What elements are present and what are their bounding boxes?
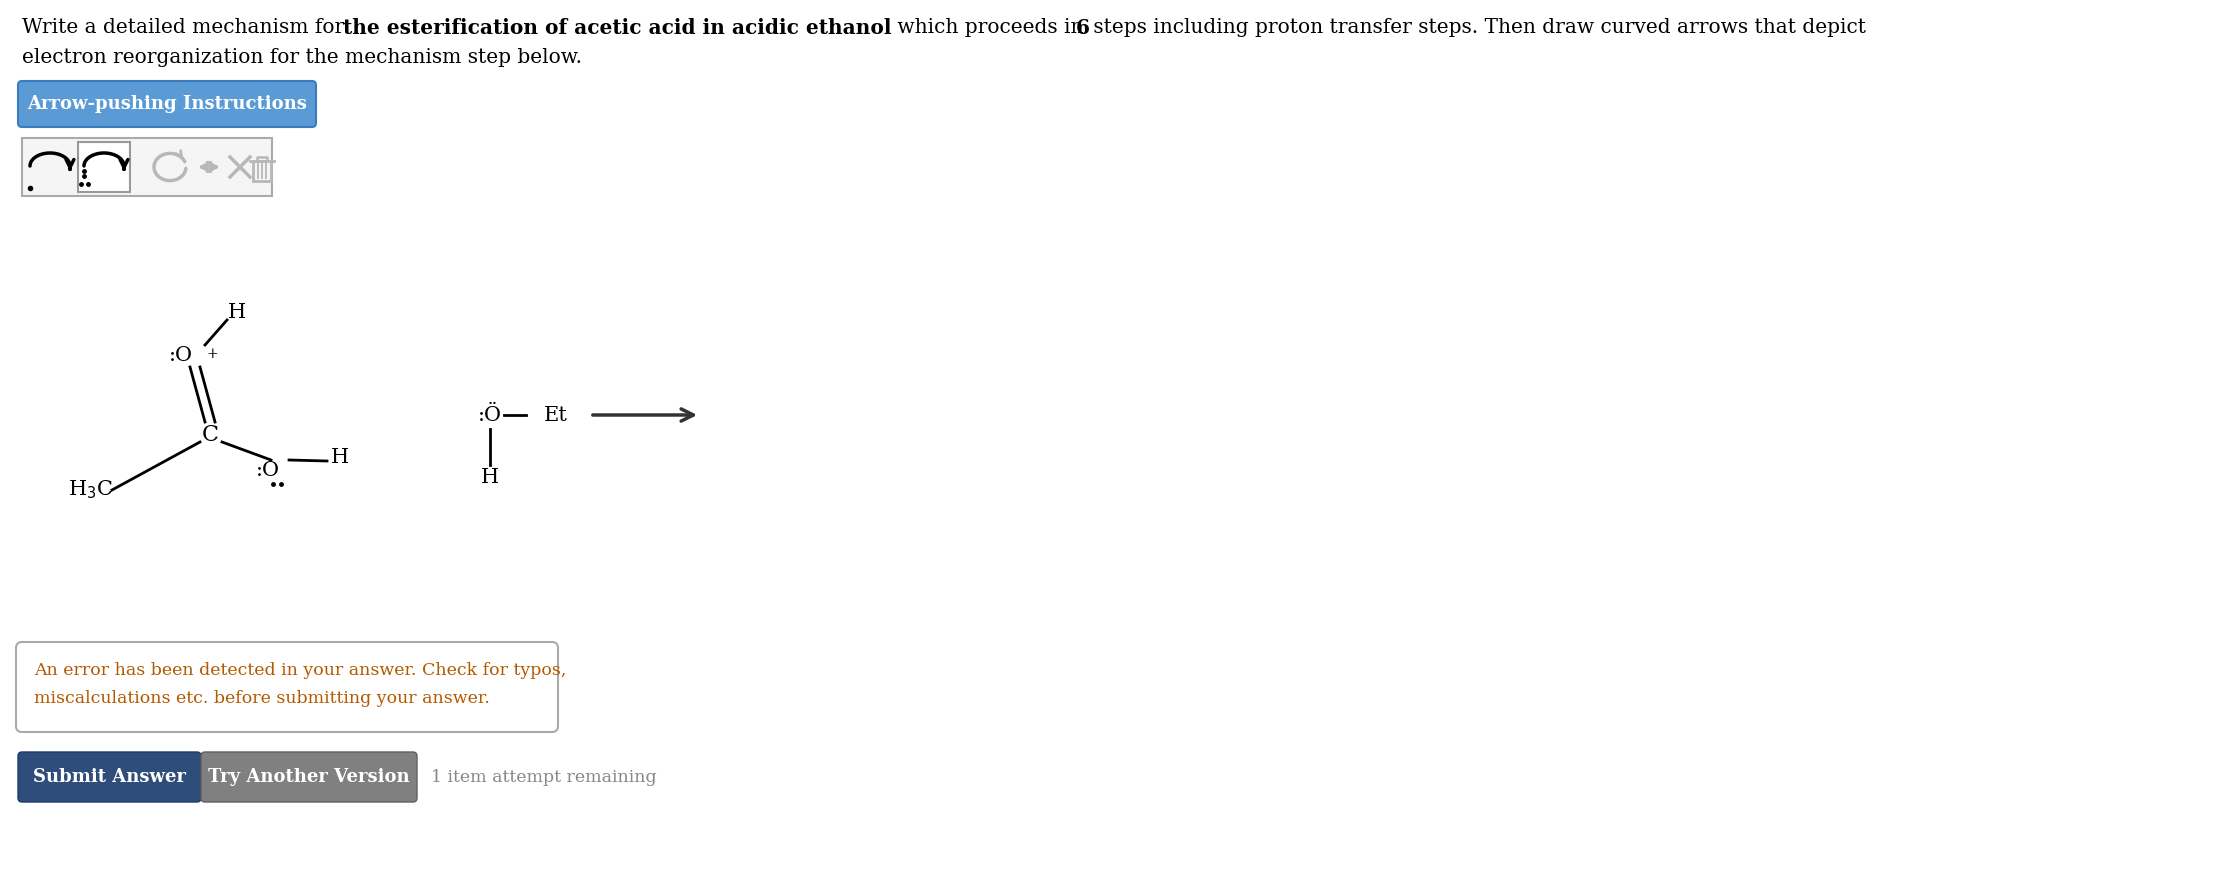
- FancyBboxPatch shape: [18, 81, 315, 127]
- Text: 1 item attempt remaining: 1 item attempt remaining: [431, 768, 657, 786]
- Text: electron reorganization for the mechanism step below.: electron reorganization for the mechanis…: [22, 48, 582, 67]
- Text: :Ö: :Ö: [477, 406, 502, 424]
- Text: H$_3$C: H$_3$C: [67, 478, 113, 501]
- FancyBboxPatch shape: [18, 752, 202, 802]
- FancyBboxPatch shape: [78, 142, 131, 192]
- Text: Write a detailed mechanism for: Write a detailed mechanism for: [22, 18, 351, 37]
- FancyBboxPatch shape: [22, 138, 273, 196]
- Text: 6: 6: [1077, 18, 1090, 38]
- Text: Submit Answer: Submit Answer: [33, 768, 186, 786]
- Text: +: +: [206, 347, 218, 361]
- Text: the esterification of acetic acid in acidic ethanol: the esterification of acetic acid in aci…: [344, 18, 892, 38]
- FancyBboxPatch shape: [202, 752, 417, 802]
- Text: H: H: [331, 447, 349, 467]
- Text: miscalculations etc. before submitting your answer.: miscalculations etc. before submitting y…: [33, 690, 491, 707]
- Text: An error has been detected in your answer. Check for typos,: An error has been detected in your answe…: [33, 662, 566, 679]
- Text: Arrow-pushing Instructions: Arrow-pushing Instructions: [27, 95, 306, 113]
- Text: steps including proton transfer steps. Then draw curved arrows that depict: steps including proton transfer steps. T…: [1088, 18, 1867, 37]
- FancyBboxPatch shape: [16, 642, 557, 732]
- Text: :O: :O: [169, 346, 193, 364]
- Text: H: H: [229, 302, 246, 322]
- Text: which proceeds in: which proceeds in: [890, 18, 1090, 37]
- Text: Try Another Version: Try Another Version: [209, 768, 411, 786]
- Text: C: C: [202, 424, 218, 446]
- Text: :O: :O: [255, 461, 280, 479]
- Text: Et: Et: [544, 406, 568, 424]
- Text: H: H: [482, 468, 500, 486]
